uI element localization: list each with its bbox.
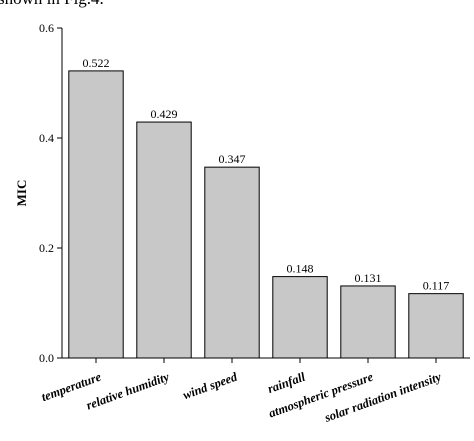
x-tick-label: wind speed xyxy=(181,369,240,402)
value-label: 0.148 xyxy=(287,262,314,276)
x-tick-label: solar radiation intensity xyxy=(322,370,444,426)
bar xyxy=(204,166,260,359)
value-label: 0.131 xyxy=(355,271,382,285)
bar xyxy=(68,70,124,359)
y-axis-label: MIC xyxy=(14,180,29,207)
y-tick-label: 0.2 xyxy=(39,241,54,255)
value-label: 0.522 xyxy=(83,56,110,70)
x-tick-label: rainfall xyxy=(266,369,308,396)
value-label: 0.429 xyxy=(151,107,178,121)
value-label: 0.347 xyxy=(219,152,246,166)
bar xyxy=(340,285,396,359)
y-tick-label: 0.0 xyxy=(39,351,54,365)
bar xyxy=(272,276,328,359)
value-label: 0.117 xyxy=(423,279,450,293)
header-text: shown in Fig.4. xyxy=(0,0,104,8)
y-tick-label: 0.4 xyxy=(39,131,54,145)
bar xyxy=(136,121,192,359)
y-tick-label: 0.6 xyxy=(39,21,54,35)
bar xyxy=(408,293,464,359)
